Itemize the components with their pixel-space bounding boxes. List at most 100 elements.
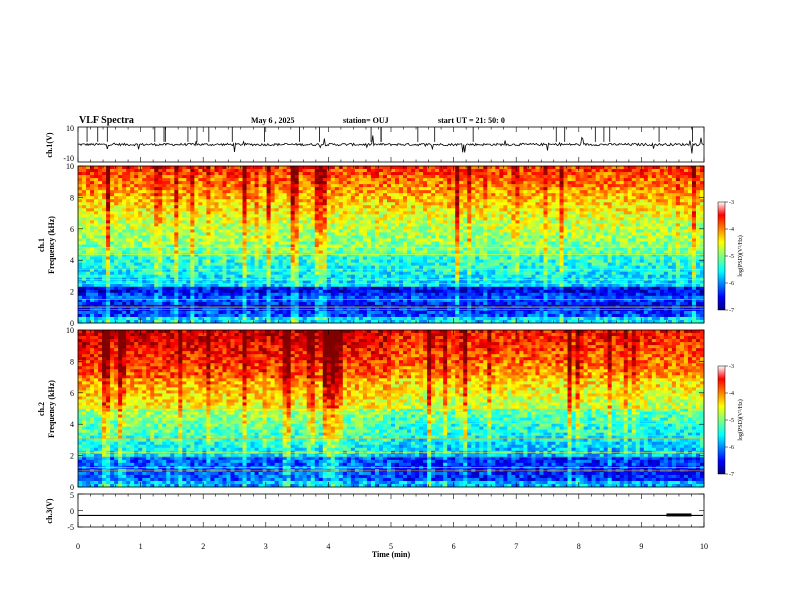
spectrogram-cell bbox=[346, 235, 352, 239]
spectrogram-cell bbox=[354, 226, 360, 230]
spectrogram-cell bbox=[407, 298, 412, 303]
spectrogram-cell bbox=[158, 208, 163, 212]
spectrogram-cell bbox=[166, 286, 171, 291]
spectrogram-cell bbox=[118, 247, 123, 251]
spectrogram-cell bbox=[403, 265, 408, 270]
spectrogram-cell bbox=[214, 241, 219, 245]
spectrogram-cell bbox=[298, 208, 304, 212]
spectrogram-cell bbox=[106, 169, 111, 173]
spectrogram-cell bbox=[266, 313, 272, 318]
spectrogram-cell bbox=[166, 205, 171, 209]
spectrogram-cell bbox=[286, 313, 292, 318]
spectrogram-cell bbox=[182, 169, 187, 173]
spectrogram-cell bbox=[130, 172, 135, 176]
spectrogram-cell bbox=[242, 295, 247, 300]
spectrogram-cell bbox=[94, 196, 99, 200]
spectrogram-cell bbox=[334, 205, 340, 209]
spectrogram-cell bbox=[334, 220, 340, 224]
spectrogram-cell bbox=[443, 286, 448, 291]
spectrogram-cell bbox=[330, 181, 336, 185]
spectrogram-cell bbox=[250, 232, 255, 236]
spectrogram-cell bbox=[282, 250, 288, 254]
spectrogram-cell bbox=[318, 223, 324, 227]
spectrogram-cell bbox=[286, 247, 292, 251]
spectrogram-cell bbox=[282, 301, 288, 306]
spectrogram-cell bbox=[142, 256, 147, 260]
spectrogram-cell bbox=[118, 241, 123, 245]
spectrogram-cell bbox=[439, 187, 444, 191]
spectrogram-cell bbox=[362, 199, 368, 203]
spectrogram-cell bbox=[162, 265, 167, 270]
spectrogram-cell bbox=[419, 187, 424, 191]
spectrogram-cell bbox=[138, 289, 143, 294]
spectrogram-cell bbox=[218, 298, 223, 303]
spectrogram-cell bbox=[278, 229, 284, 233]
spectrogram-cell bbox=[298, 169, 304, 173]
spectrogram-cell bbox=[106, 256, 111, 260]
spectrogram-cell bbox=[142, 250, 147, 254]
spectrogram-cell bbox=[166, 238, 171, 242]
spectrogram-cell bbox=[190, 199, 195, 203]
spectrogram-cell bbox=[242, 235, 247, 239]
spectrogram-cell bbox=[98, 250, 103, 254]
spectrogram-cell bbox=[439, 199, 444, 203]
spectrogram-cell bbox=[419, 166, 424, 170]
spectrogram-cell bbox=[210, 220, 215, 224]
spectrogram-cell bbox=[134, 259, 139, 264]
spectrogram-cell bbox=[266, 319, 272, 324]
spectrogram-cell bbox=[110, 169, 115, 173]
spectrogram-cell bbox=[391, 301, 396, 306]
spectrogram-cell bbox=[214, 184, 219, 188]
spectrogram-cell bbox=[407, 178, 412, 182]
spectrogram-cell bbox=[138, 286, 143, 291]
spectrogram-cell bbox=[358, 247, 364, 251]
spectrogram-cell bbox=[174, 253, 179, 257]
spectrogram-cell bbox=[90, 289, 95, 294]
spectrogram-cell bbox=[78, 226, 83, 230]
spectrogram-cell bbox=[246, 166, 251, 170]
spectrogram-cell bbox=[114, 241, 119, 245]
spectrogram-cell bbox=[210, 190, 215, 194]
spectrogram-cell bbox=[202, 292, 207, 297]
spectrogram-cell bbox=[282, 169, 288, 173]
spectrogram-cell bbox=[314, 250, 320, 254]
spectrogram-cell bbox=[118, 268, 123, 273]
spectrogram-cell bbox=[423, 268, 428, 273]
spectrogram-cell bbox=[330, 247, 336, 251]
spectrogram-cell bbox=[194, 247, 199, 251]
spectrogram-cell bbox=[427, 232, 432, 236]
spectrogram-cell bbox=[342, 211, 348, 215]
spectrogram-cell bbox=[278, 283, 284, 288]
spectrogram-cell bbox=[314, 208, 320, 212]
spectrogram-cell bbox=[162, 175, 167, 179]
spectrogram-cell bbox=[407, 283, 412, 288]
spectrogram-cell bbox=[182, 175, 187, 179]
spectrogram-cell bbox=[218, 220, 223, 224]
spectrogram-cell bbox=[230, 172, 235, 176]
spectrogram-cell bbox=[298, 229, 304, 233]
spectrogram-cell bbox=[206, 226, 211, 230]
spectrogram-cell bbox=[166, 172, 171, 176]
spectrogram-cell bbox=[334, 253, 340, 257]
spectrogram-cell bbox=[182, 235, 187, 239]
spectrogram-cell bbox=[338, 247, 344, 251]
spectrogram-cell bbox=[294, 175, 300, 179]
spectrogram-cell bbox=[306, 280, 312, 285]
spectrogram-cell bbox=[310, 211, 316, 215]
spectrogram-cell bbox=[166, 280, 171, 285]
spectrogram-cell bbox=[354, 310, 360, 315]
spectrogram-cell bbox=[270, 244, 276, 248]
spectrogram-cell bbox=[318, 301, 324, 306]
spectrogram-cell bbox=[354, 262, 360, 267]
spectrogram-cell bbox=[334, 238, 340, 242]
spectrogram-cell bbox=[190, 238, 195, 242]
spectrogram-cell bbox=[130, 205, 135, 209]
spectrogram-cell bbox=[78, 283, 83, 288]
spectrogram-cell bbox=[250, 268, 255, 273]
spectrogram-cell bbox=[435, 313, 440, 318]
spectrogram-cell bbox=[266, 211, 272, 215]
spectrogram-cell bbox=[306, 256, 312, 260]
spectrogram-cell bbox=[254, 298, 259, 303]
spectrogram-cell bbox=[222, 286, 227, 291]
spectrogram-cell bbox=[126, 229, 131, 233]
